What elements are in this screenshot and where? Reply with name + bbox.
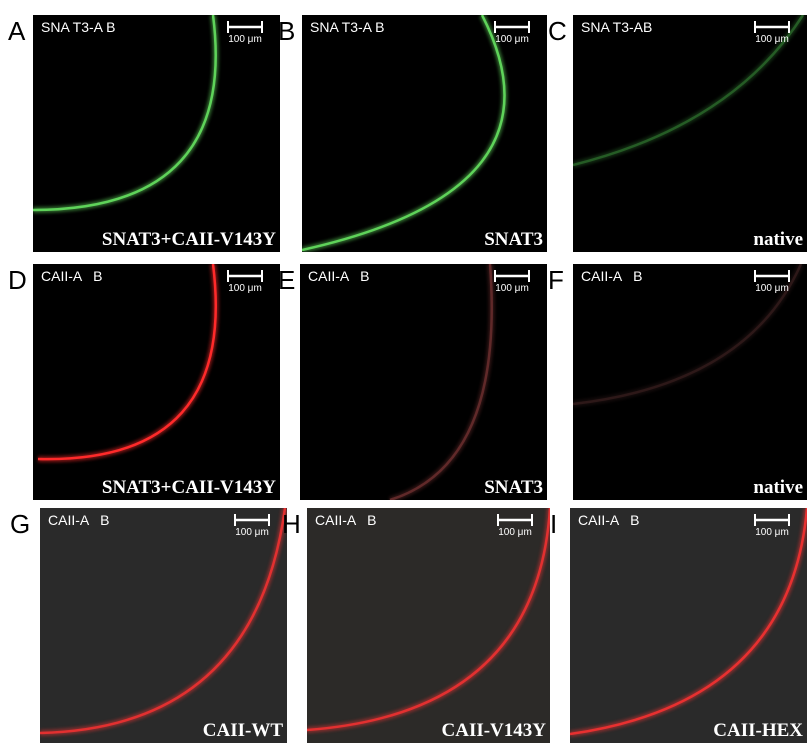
panel-letter: E <box>278 265 295 295</box>
scale-label: 100 μm <box>495 34 529 45</box>
panel-letter: A <box>8 16 26 46</box>
scale-label: 100 μm <box>755 283 789 294</box>
micrograph: CAII-A B 100 μm CAII-HEX <box>570 508 807 743</box>
panel-label: SNA T3-A B <box>310 19 384 35</box>
micrograph: SNA T3-A B 100 μm SNAT3 <box>302 15 547 252</box>
image-background <box>300 264 547 500</box>
micrograph: CAII-A B 100 μm CAII-V143Y <box>307 508 550 743</box>
panel-caption: CAII-HEX <box>713 720 803 741</box>
scale-label: 100 μm <box>498 527 532 538</box>
panel-letter: F <box>548 265 564 295</box>
image-background <box>573 264 807 500</box>
scale-label: 100 μm <box>228 34 262 45</box>
panel-letter: H <box>282 509 301 539</box>
panel-caption: CAII-V143Y <box>442 720 547 741</box>
scale-label: 100 μm <box>755 527 789 538</box>
panel-letter: B <box>278 16 295 46</box>
micrograph: CAII-A B 100 μm SNAT3 <box>300 264 547 500</box>
panel-label: CAII-A B <box>581 268 642 284</box>
micrograph: SNA T3-A B 100 μm SNAT3+CAII-V143Y <box>33 15 280 252</box>
micrograph: SNA T3-AB 100 μm native <box>573 15 807 252</box>
image-background <box>33 15 280 252</box>
panel-label: CAII-A B <box>48 512 109 528</box>
scale-label: 100 μm <box>235 527 269 538</box>
panel-caption: CAII-WT <box>203 720 284 741</box>
image-background <box>302 15 547 252</box>
panel-letter: C <box>548 16 567 46</box>
panel-label: CAII-A B <box>41 268 102 284</box>
panel-label: SNA T3-AB <box>581 19 652 35</box>
panel-caption: SNAT3+CAII-V143Y <box>102 477 276 498</box>
panel-caption: native <box>753 229 803 250</box>
panel-caption: SNAT3+CAII-V143Y <box>102 229 276 250</box>
micrograph: CAII-A B 100 μm CAII-WT <box>40 508 287 743</box>
panel-label: SNA T3-A B <box>41 19 115 35</box>
micrograph: CAII-A B 100 μm SNAT3+CAII-V143Y <box>33 264 280 500</box>
panel-label: CAII-A B <box>308 268 369 284</box>
scale-label: 100 μm <box>228 283 262 294</box>
micrograph: CAII-A B 100 μm native <box>573 264 807 500</box>
image-background <box>33 264 280 500</box>
panel-caption: native <box>753 477 803 498</box>
figure: ASNA T3-A B100 μmSNAT3+CAII-V143YBSNA T3… <box>0 0 807 743</box>
panel-caption: SNAT3 <box>484 477 543 498</box>
panel-letter: I <box>550 509 557 539</box>
panel-label: CAII-A B <box>315 512 376 528</box>
scale-label: 100 μm <box>495 283 529 294</box>
image-background <box>573 15 807 252</box>
scale-label: 100 μm <box>755 34 789 45</box>
panel-caption: SNAT3 <box>484 229 543 250</box>
panel-label: CAII-A B <box>578 512 639 528</box>
panel-letter: G <box>10 509 30 539</box>
panel-letter: D <box>8 265 27 295</box>
